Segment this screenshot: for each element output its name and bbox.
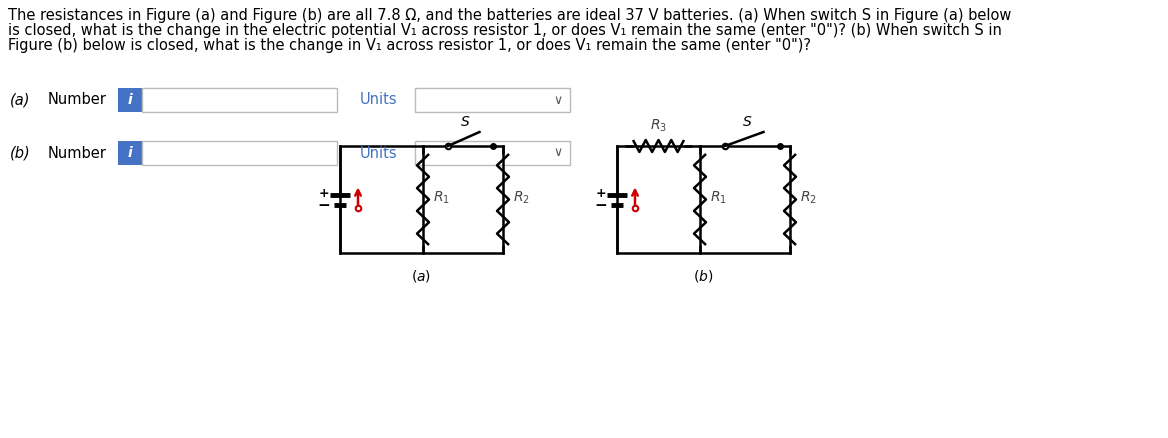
Text: +: + xyxy=(596,187,606,200)
Text: ∨: ∨ xyxy=(554,146,563,159)
Text: Number: Number xyxy=(48,145,107,160)
Bar xyxy=(142,88,338,112)
Text: ∨: ∨ xyxy=(554,93,563,106)
Text: +: + xyxy=(319,187,329,200)
Text: i: i xyxy=(127,93,132,107)
Bar xyxy=(415,88,570,112)
Text: i: i xyxy=(127,146,132,160)
Text: −: − xyxy=(595,198,607,213)
Text: $R_2$: $R_2$ xyxy=(513,189,530,206)
Text: $R_2$: $R_2$ xyxy=(800,189,816,206)
Text: Number: Number xyxy=(48,92,107,107)
Text: S: S xyxy=(461,115,470,129)
Text: $R_3$: $R_3$ xyxy=(651,117,667,134)
Text: Units: Units xyxy=(360,145,397,160)
Text: $R_1$: $R_1$ xyxy=(710,189,726,206)
Text: $(b)$: $(b)$ xyxy=(694,268,714,284)
Bar xyxy=(415,141,570,165)
Text: −: − xyxy=(318,198,331,213)
Text: (b): (b) xyxy=(11,145,30,160)
Text: Figure (b) below is closed, what is the change in V₁ across resistor 1, or does : Figure (b) below is closed, what is the … xyxy=(8,38,811,53)
Text: (a): (a) xyxy=(11,92,30,107)
Text: Units: Units xyxy=(360,92,397,107)
Text: The resistances in Figure (a) and Figure (b) are all 7.8 Ω, and the batteries ar: The resistances in Figure (a) and Figure… xyxy=(8,8,1011,23)
Text: $(a)$: $(a)$ xyxy=(411,268,431,284)
FancyBboxPatch shape xyxy=(118,141,142,165)
Bar xyxy=(142,141,338,165)
Text: $R_1$: $R_1$ xyxy=(433,189,450,206)
Text: S: S xyxy=(743,115,752,129)
Text: is closed, what is the change in the electric potential V₁ across resistor 1, or: is closed, what is the change in the ele… xyxy=(8,23,1002,38)
FancyBboxPatch shape xyxy=(118,88,142,112)
